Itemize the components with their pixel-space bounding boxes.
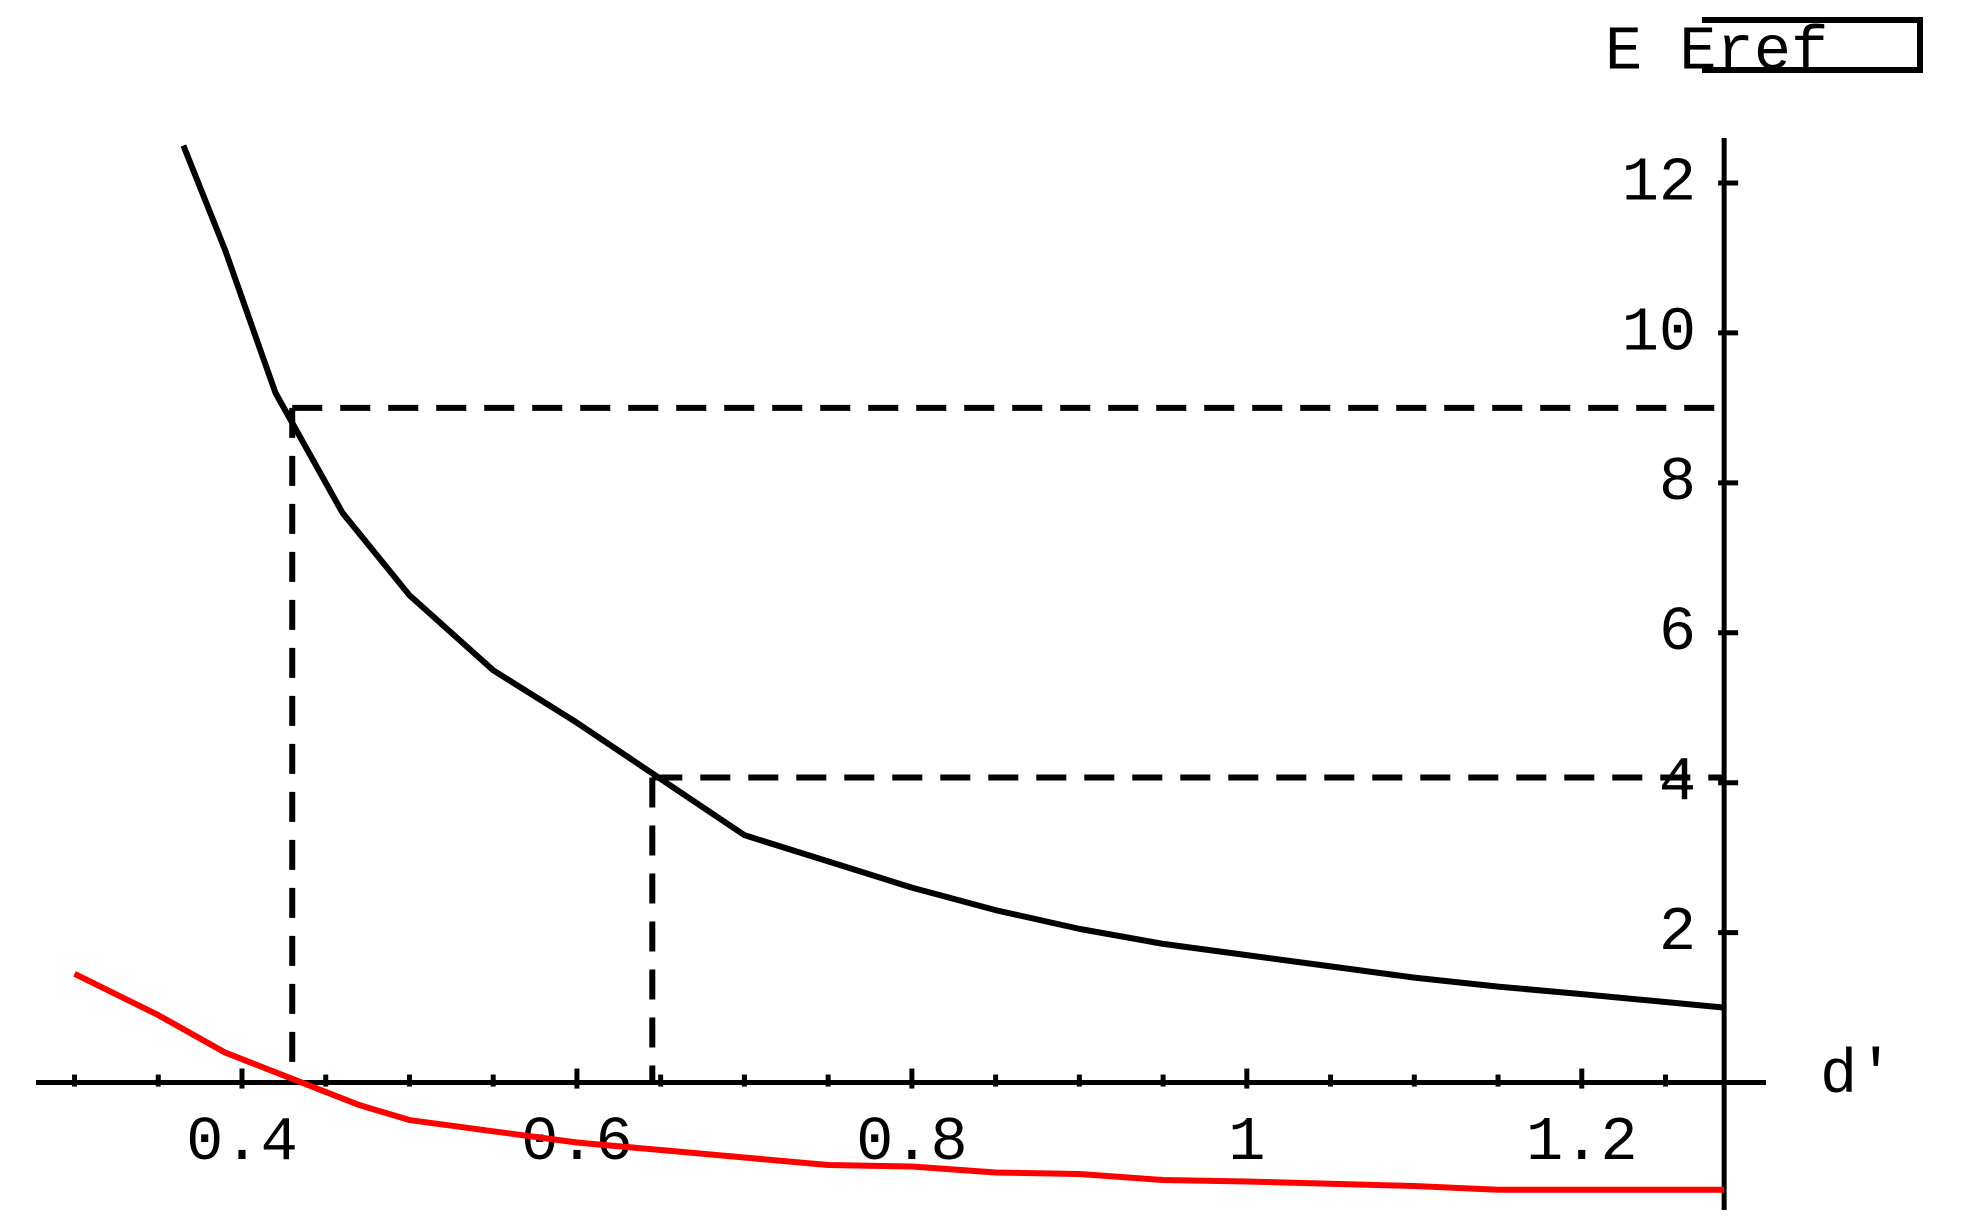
- y-tick-label: 10: [1622, 297, 1696, 368]
- x-tick-label: 0.4: [186, 1107, 298, 1178]
- x-axis-label: d': [1820, 1039, 1894, 1110]
- y-tick-label: 12: [1622, 147, 1696, 218]
- line-series: [73, 971, 1725, 1193]
- x-tick-label: 1.2: [1526, 1107, 1638, 1178]
- y-axis-label: E Eref: [1605, 16, 1828, 87]
- y-tick-label: 8: [1659, 447, 1696, 518]
- line-series: [180, 144, 1725, 1011]
- y-tick-label: 2: [1659, 897, 1696, 968]
- y-tick-label: 4: [1659, 747, 1696, 818]
- legend-box: [1702, 17, 1923, 73]
- x-tick-label: 1: [1228, 1107, 1265, 1178]
- y-tick-label: 6: [1659, 597, 1696, 668]
